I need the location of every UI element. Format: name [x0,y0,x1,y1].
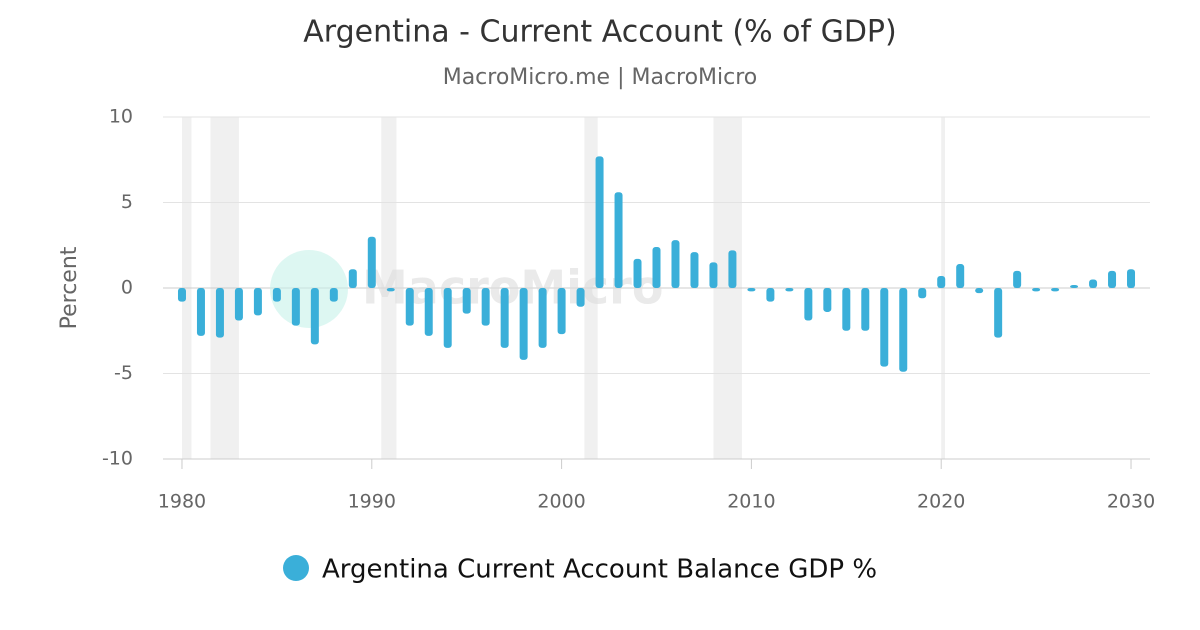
bar [956,264,965,288]
bar [329,288,338,302]
y-tick-label: -5 [114,362,133,384]
watermark-logo [270,250,348,328]
bar [1013,270,1022,288]
bar [766,288,775,302]
bar [709,262,718,288]
legend-swatch [283,555,309,581]
bar [443,288,452,348]
x-tick-label: 1990 [348,491,396,513]
chart-subtitle: MacroMicro.me | MacroMicro [443,65,758,90]
bar [994,288,1003,338]
bar [690,252,699,288]
bar [918,288,927,299]
watermark: MacroMicro [270,250,663,328]
bar [595,156,604,288]
x-tick-label: 2010 [727,491,775,513]
bar [519,288,528,360]
bar [500,288,509,348]
bar [538,288,547,348]
y-tick-label: -10 [102,448,133,470]
bar [291,288,300,326]
bar [652,246,661,288]
bar [557,288,566,335]
chart-title: Argentina - Current Account (% of GDP) [303,15,896,50]
bar [937,276,946,288]
bar [633,258,642,288]
bar [215,288,224,338]
bar [405,288,414,326]
bar [1051,288,1060,292]
x-tick-label: 2000 [537,491,585,513]
bar [177,288,186,302]
bar [310,288,319,345]
bar [880,288,889,367]
bar [348,269,357,288]
bar [728,250,737,288]
x-tick-label: 2020 [917,491,965,513]
bar [842,288,851,331]
x-tick-label: 1980 [158,491,206,513]
x-tick-label: 2030 [1107,491,1155,513]
bar [614,192,623,288]
bar [804,288,813,321]
y-axis-label: Percent [57,246,82,329]
bar [975,288,984,294]
bar [861,288,870,331]
bar [386,288,395,292]
bar [1127,269,1136,288]
bar [272,288,281,302]
y-tick-label: 0 [121,277,133,299]
bar [1108,270,1117,288]
bar [253,288,262,316]
y-tick-label: 5 [121,191,133,213]
bar [576,288,585,307]
bar [899,288,908,372]
bar [424,288,433,336]
bar [1032,288,1041,292]
bar [196,288,205,336]
bar [823,288,832,312]
bar [481,288,490,326]
bar [462,288,471,314]
bar [747,288,756,292]
bar [671,240,680,288]
legend-label: Argentina Current Account Balance GDP % [322,555,877,585]
y-tick-label: 10 [109,106,133,128]
bar [1070,285,1079,288]
bar [785,288,794,292]
bar [367,236,376,288]
bar [1089,279,1098,288]
bar [234,288,243,321]
